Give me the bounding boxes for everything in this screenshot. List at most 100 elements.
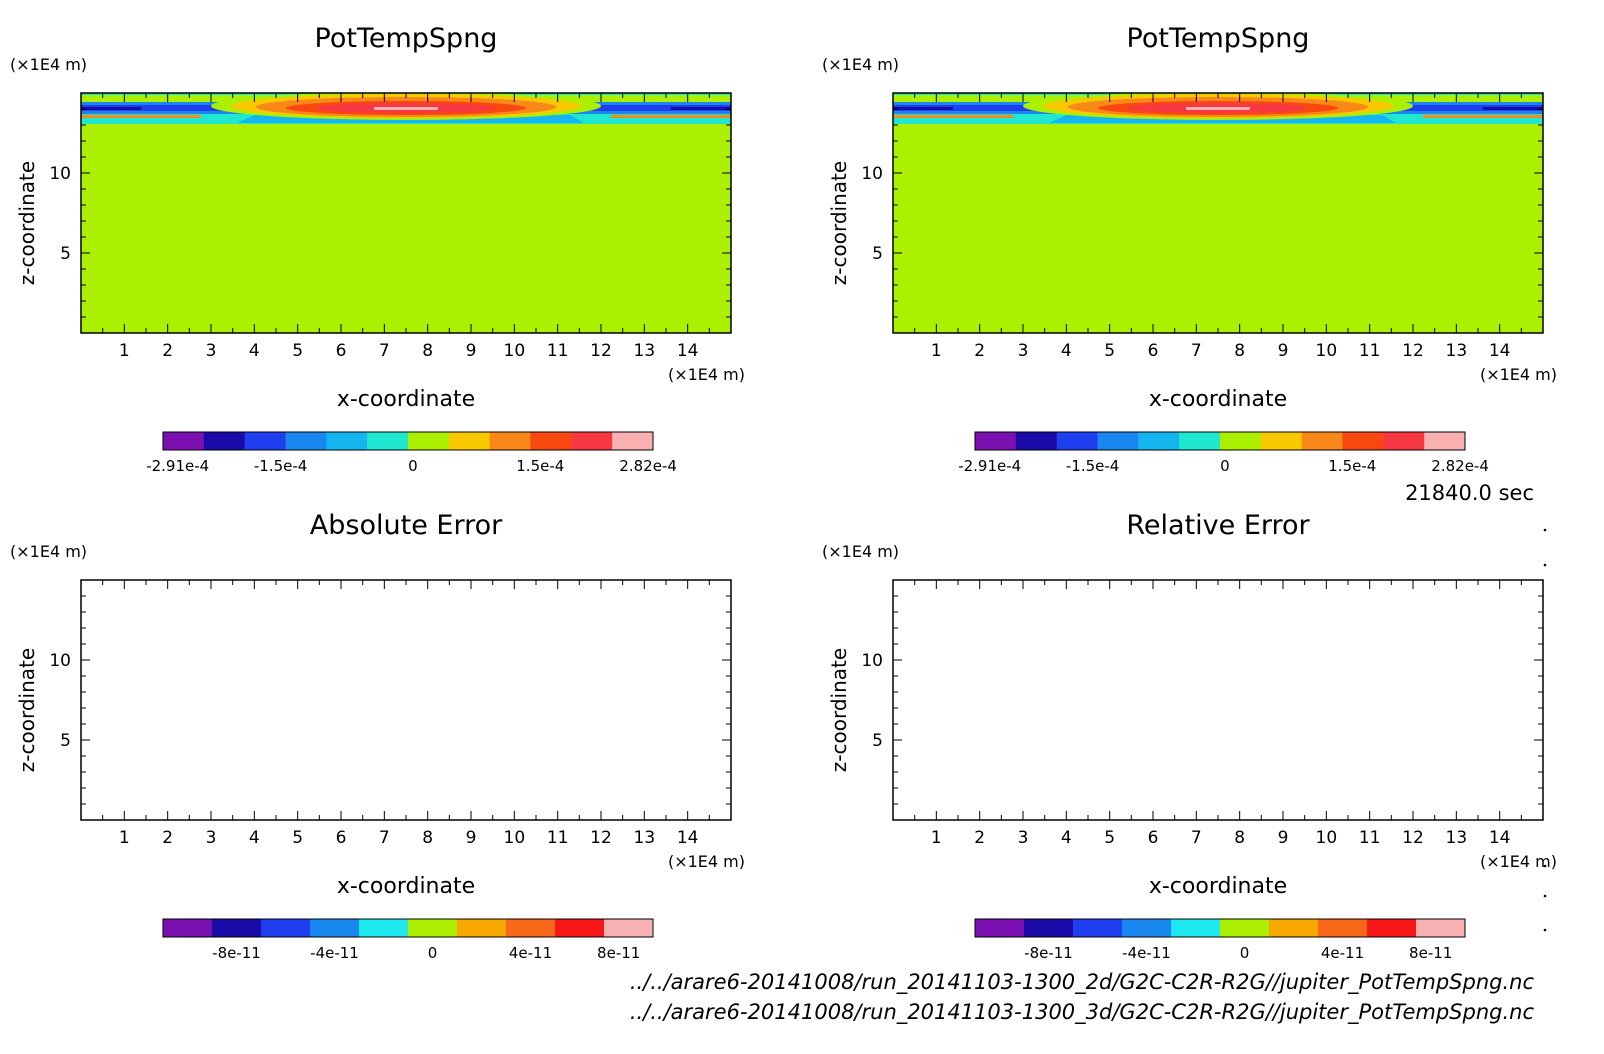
colorbar-swatch <box>408 919 458 937</box>
colorbar-label: -8e-11 <box>1024 944 1073 962</box>
x-tick-label: 14 <box>1489 341 1511 361</box>
time-label: 21840.0 sec <box>1405 481 1534 505</box>
edge-marker <box>1543 864 1547 868</box>
x-tick-label: 10 <box>504 828 526 848</box>
y-axis-label: z-coordinate <box>827 648 851 772</box>
colorbar-swatch <box>1097 432 1139 450</box>
sponge-band-left <box>81 105 231 111</box>
colorbar-swatch <box>1367 919 1417 937</box>
colorbar-swatch <box>506 919 556 937</box>
x-tick-label: 10 <box>1316 341 1338 361</box>
x-tick-label: 9 <box>466 828 477 848</box>
colorbar-swatch <box>1024 919 1074 937</box>
y-axis-label: z-coordinate <box>15 648 39 772</box>
colorbar-label: -4e-11 <box>1122 944 1171 962</box>
colorbar-swatch <box>448 432 491 450</box>
sponge-band-left <box>81 115 201 118</box>
colorbar-label: -2.91e-4 <box>958 457 1021 475</box>
colorbar-label: 8e-11 <box>597 944 640 962</box>
x-unit-label: (×1E4 m) <box>668 852 745 871</box>
colorbar-label: 8e-11 <box>1409 944 1452 962</box>
x-tick-label: 11 <box>1359 341 1381 361</box>
colorbar-label: 0 <box>1240 944 1250 962</box>
x-axis-label: x-coordinate <box>337 874 475 899</box>
colorbar-swatch <box>212 919 262 937</box>
y-tick-label: 10 <box>861 651 883 671</box>
x-tick-label: 8 <box>1234 828 1245 848</box>
x-tick-label: 4 <box>249 341 260 361</box>
edge-marker <box>1543 928 1547 932</box>
colorbar-label: -4e-11 <box>310 944 359 962</box>
colorbar-label: -1.5e-4 <box>254 457 307 475</box>
x-tick-label: 14 <box>1489 828 1511 848</box>
colorbar-swatch <box>285 432 327 450</box>
x-tick-label: 1 <box>119 341 130 361</box>
x-tick-label: 8 <box>422 341 433 361</box>
sponge-band-right <box>671 107 731 110</box>
colorbar-swatch <box>359 919 409 937</box>
colorbar-label: 0 <box>1220 457 1230 475</box>
x-unit-label: (×1E4 m) <box>1480 852 1557 871</box>
colorbar-label: 2.82e-4 <box>1431 457 1489 475</box>
x-tick-label: 2 <box>974 341 985 361</box>
x-tick-label: 5 <box>1104 828 1115 848</box>
x-tick-label: 13 <box>1446 341 1468 361</box>
chart-title: PotTempSpng <box>1127 23 1310 54</box>
colorbar-swatch <box>244 432 286 450</box>
x-tick-label: 4 <box>1061 341 1072 361</box>
warm-anomaly-core <box>1186 107 1250 110</box>
colorbar-swatch <box>555 919 605 937</box>
x-tick-label: 3 <box>206 341 217 361</box>
colorbar-swatch <box>1179 432 1221 450</box>
colorbar-swatch <box>530 432 572 450</box>
chart-panel: Absolute Error(×1E4 m)1 2 3 4 5 6 7 8 9 10 11 12 13 1… <box>10 510 745 962</box>
x-tick-label: 2 <box>974 828 985 848</box>
colorbar-swatch <box>310 919 360 937</box>
edge-marker <box>1543 528 1547 532</box>
colorbar-frame <box>162 431 654 451</box>
y-unit-label: (×1E4 m) <box>10 55 87 74</box>
x-tick-label: 6 <box>336 828 347 848</box>
colorbar-swatch <box>261 919 311 937</box>
x-tick-label: 8 <box>422 828 433 848</box>
plot-frame <box>892 579 1544 821</box>
colorbar-swatch <box>367 432 409 450</box>
colorbar-label: 4e-11 <box>1321 944 1364 962</box>
colorbar-swatch <box>975 919 1025 937</box>
x-tick-label: 13 <box>634 828 656 848</box>
x-tick-label: 6 <box>336 341 347 361</box>
x-axis-label: x-coordinate <box>337 387 475 412</box>
x-tick-label: 3 <box>1018 828 1029 848</box>
y-axis-label: z-coordinate <box>827 161 851 285</box>
x-tick-label: 14 <box>677 341 699 361</box>
x-tick-label: 9 <box>1278 341 1289 361</box>
x-tick-label: 7 <box>1191 828 1202 848</box>
x-tick-label: 7 <box>379 341 390 361</box>
colorbar-swatch <box>489 432 531 450</box>
x-tick-label: 6 <box>1148 341 1159 361</box>
warm-anomaly-core <box>374 107 438 110</box>
colorbar-swatch <box>1073 919 1123 937</box>
x-tick-label: 5 <box>292 341 303 361</box>
x-tick-label: 5 <box>292 828 303 848</box>
x-tick-label: 12 <box>1402 341 1424 361</box>
colorbar-frame <box>974 431 1466 451</box>
chart-title: Relative Error <box>1126 510 1310 541</box>
colorbar-swatch <box>1138 432 1180 450</box>
chart-panel: PotTempSpng(×1E4 m)1 2 3 4 5 6 7 8 9 10 11 12 13 1451… <box>10 23 745 475</box>
colorbar-swatch <box>457 919 507 937</box>
x-tick-label: 12 <box>590 341 612 361</box>
x-unit-label: (×1E4 m) <box>1480 365 1557 384</box>
file-path-3d: ../../arare6-20141008/run_20141103-1300_… <box>629 1000 1534 1024</box>
chart-title: PotTempSpng <box>315 23 498 54</box>
colorbar-swatch <box>1056 432 1098 450</box>
colorbar-swatch <box>408 432 450 450</box>
x-tick-label: 11 <box>547 828 569 848</box>
y-unit-label: (×1E4 m) <box>822 542 899 561</box>
y-tick-label: 10 <box>49 164 71 184</box>
colorbar-label: 4e-11 <box>509 944 552 962</box>
x-tick-label: 13 <box>1446 828 1468 848</box>
chart-title: Absolute Error <box>310 510 503 541</box>
colorbar-swatch <box>1269 919 1319 937</box>
field-background <box>893 93 1543 333</box>
